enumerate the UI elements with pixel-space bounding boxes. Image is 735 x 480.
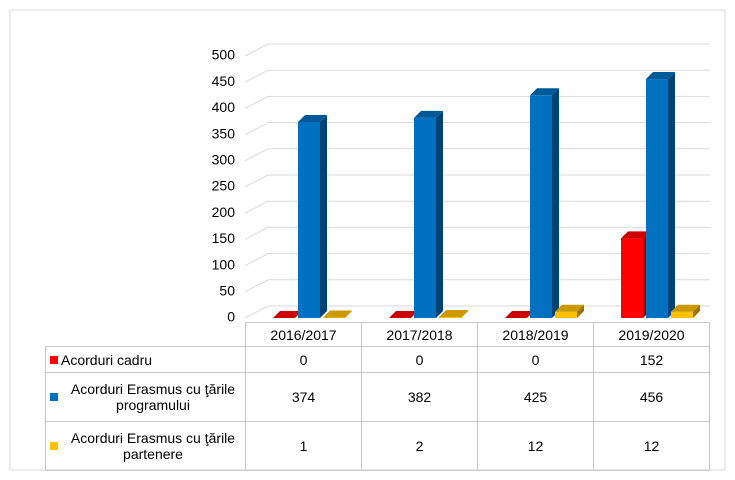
grid-line [244,148,710,162]
bar-side [320,115,327,318]
bar-side [693,304,700,318]
bar-top [646,72,675,80]
bar-front [298,122,320,318]
bar-top [671,304,700,312]
table-cell: 374 [245,372,362,422]
bar-front [530,95,552,318]
y-tick-label: 200 [212,204,236,220]
bar-top [621,231,650,239]
grid-line [244,226,710,240]
bar-front [671,311,693,318]
grid-line [244,279,710,293]
bar-top [273,311,302,318]
y-tick-label: 450 [212,73,236,89]
bar-side [436,110,443,318]
bar-top [323,310,352,318]
bar-side [461,309,468,318]
bar-top [389,311,418,318]
legend-cell: Acorduri Erasmus cu ţările partenere [45,421,246,471]
bar-side [577,304,584,318]
bar-front [439,316,461,318]
table-cell: 0 [245,346,362,373]
grid-line [244,200,710,214]
bar-top [505,311,534,318]
bar-top [439,309,468,317]
table-header: 2017/2018 [361,322,478,347]
legend-label: Acorduri cadru [61,351,153,368]
y-tick-label: 250 [212,178,236,194]
legend-cell: Acorduri Erasmus cu ţările programului [45,372,246,422]
y-tick-label: 100 [212,256,236,272]
grid-line [244,43,710,57]
y-tick-label: 50 [219,283,235,299]
legend-cell: Acorduri cadru [45,346,246,373]
table-cell: 12 [477,421,594,471]
bar-front [646,79,668,318]
y-tick-label: 400 [212,99,236,115]
table-header: 2018/2019 [477,322,594,347]
y-tick-label: 0 [227,309,235,325]
bar-front [414,117,436,318]
table-cell: 152 [593,346,710,373]
y-tick-label: 500 [212,47,236,63]
y-tick-label: 350 [212,125,236,141]
bar-side [345,310,352,318]
grid-line [244,95,710,109]
y-tick-label: 300 [212,152,236,168]
bar-side [668,72,675,318]
table-cell: 0 [477,346,594,373]
legend-swatch [50,442,58,450]
table-header: 2016/2017 [245,322,362,347]
legend-label: Acorduri Erasmus cu ţările partenere [70,430,236,462]
grid-line [244,69,710,83]
table-header: 2019/2020 [593,322,710,347]
table-cell: 456 [593,372,710,422]
bar-top [555,304,584,312]
legend-swatch [50,393,58,401]
bar-top [298,115,327,123]
bar-front [555,311,577,318]
table-cell: 425 [477,372,594,422]
bar-top [414,110,443,118]
table-cell: 0 [361,346,478,373]
legend-swatch [50,355,58,364]
bar-front [621,238,643,318]
grid-line [244,253,710,267]
legend-label: Acorduri Erasmus cu ţările programului [70,381,236,413]
bar-side [552,88,559,318]
grid-line [244,174,710,188]
table-cell: 12 [593,421,710,471]
bar-front [323,317,345,318]
table-cell: 382 [361,372,478,422]
y-tick-label: 150 [212,230,236,246]
table-cell: 1 [245,421,362,471]
bar-top [530,88,559,96]
grid-line [244,122,710,136]
table-cell: 2 [361,421,478,471]
